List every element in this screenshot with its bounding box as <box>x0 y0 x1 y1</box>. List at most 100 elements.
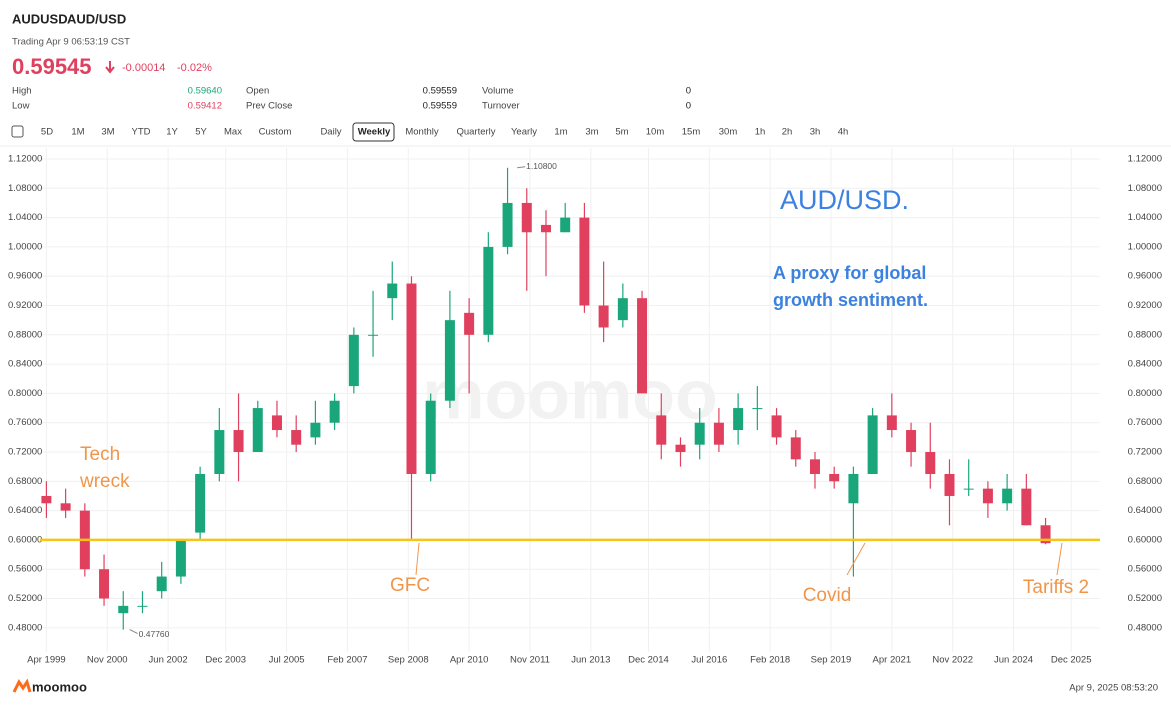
candle-body <box>406 283 417 474</box>
candle-body <box>214 430 225 474</box>
timeframe-button[interactable]: 3M <box>101 127 114 138</box>
candle-body <box>425 400 436 474</box>
timeframe-button[interactable]: 2h <box>782 127 793 138</box>
candle-body <box>848 473 859 504</box>
y-tick-label-right: 0.92000 <box>1128 300 1162 311</box>
timeframe-button[interactable]: Quarterly <box>456 127 495 138</box>
y-tick-label-right: 0.60000 <box>1128 534 1162 545</box>
candle-body <box>1021 488 1032 526</box>
x-tick-label: Nov 2022 <box>932 655 973 666</box>
timeframe-button[interactable]: 1m <box>554 127 567 138</box>
timeframe-button[interactable]: 1Y <box>166 127 178 138</box>
timeframe-button[interactable]: 3m <box>585 127 598 138</box>
candle-body <box>502 202 513 247</box>
y-tick-label: 0.52000 <box>8 593 42 604</box>
candle-body <box>60 503 71 511</box>
y-tick-label: 0.60000 <box>8 534 42 545</box>
x-tick-label: Apr 2010 <box>450 655 489 666</box>
candle-body <box>598 305 609 328</box>
candle-body <box>790 437 801 460</box>
y-tick-label: 0.92000 <box>8 300 42 311</box>
timeframe-button[interactable]: 1M <box>71 127 84 138</box>
chart-subtitle: growth sentiment. <box>773 290 928 310</box>
candle-body <box>1002 488 1013 504</box>
timeframe-button[interactable]: Max <box>224 127 242 138</box>
x-tick-label: Jun 2002 <box>149 655 188 666</box>
timeframe-button[interactable]: Yearly <box>511 127 537 138</box>
x-tick-label: Dec 2003 <box>205 655 246 666</box>
timeframe-button[interactable]: 4h <box>838 127 849 138</box>
x-tick-label: Jul 2005 <box>269 655 305 666</box>
y-tick-label-right: 0.64000 <box>1128 505 1162 516</box>
x-tick-label: Sep 2019 <box>811 655 852 666</box>
stat-label: Low <box>12 101 30 112</box>
change: -0.00014 <box>122 62 165 74</box>
y-tick-label: 0.88000 <box>8 329 42 340</box>
candle-body <box>867 415 878 474</box>
candle-body <box>329 400 340 423</box>
candle-body <box>521 202 532 233</box>
timeframe-button[interactable]: 5m <box>615 127 628 138</box>
timeframe-button[interactable]: Weekly <box>358 127 391 138</box>
y-tick-label: 0.56000 <box>8 564 42 575</box>
timeframe-button[interactable]: 5D <box>41 127 53 138</box>
selected-frame <box>352 122 395 142</box>
extreme-pointer <box>517 166 526 169</box>
y-tick-label: 0.64000 <box>8 505 42 516</box>
change-pct: -0.02% <box>177 62 212 74</box>
stat-label: Turnover <box>482 101 520 112</box>
annotation: GFC <box>390 575 430 596</box>
y-tick-label-right: 0.96000 <box>1128 271 1162 282</box>
y-tick-label: 1.00000 <box>8 241 42 252</box>
candle-body <box>540 224 551 233</box>
candle-body <box>118 605 129 614</box>
stat-label: Prev Close <box>246 101 292 112</box>
candle-body <box>637 298 648 394</box>
timeframe-button[interactable]: YTD <box>132 127 151 138</box>
annotation: Covid <box>803 585 852 606</box>
timeframe-button[interactable]: Custom <box>259 127 292 138</box>
timeframe-button[interactable]: 3h <box>810 127 821 138</box>
chart-subtitle: A proxy for global <box>773 263 926 283</box>
extreme-pointer <box>129 629 138 635</box>
candle-body <box>906 430 917 453</box>
timeframe-button[interactable]: 15m <box>682 127 701 138</box>
y-tick-label: 1.12000 <box>8 154 42 165</box>
stat-value: 0.59640 <box>188 86 222 97</box>
timeframe-button[interactable]: Daily <box>320 127 341 138</box>
y-tick-label-right: 1.12000 <box>1128 154 1162 165</box>
stat-value: 0 <box>686 86 691 97</box>
timeframe-button[interactable]: 10m <box>646 127 665 138</box>
candle-body <box>982 488 993 504</box>
y-tick-label: 0.68000 <box>8 476 42 487</box>
candle-body <box>963 488 974 490</box>
candle-body <box>137 605 148 607</box>
candle-body <box>829 473 840 482</box>
candle-body <box>560 217 571 233</box>
y-tick-label-right: 0.80000 <box>1128 388 1162 399</box>
timeframe-button[interactable]: 1h <box>755 127 766 138</box>
candle-body <box>464 312 475 335</box>
candle-body <box>310 422 321 438</box>
candle-body <box>1040 525 1051 544</box>
candle-body <box>886 415 897 431</box>
stat-value: 0 <box>686 101 691 112</box>
stat-value: 0.59559 <box>423 86 457 97</box>
annotation-pointer <box>1056 542 1063 576</box>
timeframe-button[interactable]: Monthly <box>405 127 439 138</box>
timeframe-button[interactable]: 5Y <box>195 127 207 138</box>
x-tick-label: Jun 2024 <box>994 655 1033 666</box>
candle-body <box>944 473 955 496</box>
y-tick-label-right: 1.08000 <box>1128 183 1162 194</box>
candle-body <box>348 334 359 387</box>
indicator-icon[interactable] <box>11 125 24 138</box>
status: Trading Apr 9 06:53:19 CST <box>12 37 130 48</box>
x-tick-label: Jul 2016 <box>691 655 727 666</box>
annotation-pointer <box>846 542 866 576</box>
timeframe-button[interactable]: 30m <box>719 127 738 138</box>
y-tick-label: 0.80000 <box>8 388 42 399</box>
candle-body <box>291 430 302 445</box>
candle-body <box>752 408 763 410</box>
x-tick-label: Feb 2018 <box>750 655 790 666</box>
